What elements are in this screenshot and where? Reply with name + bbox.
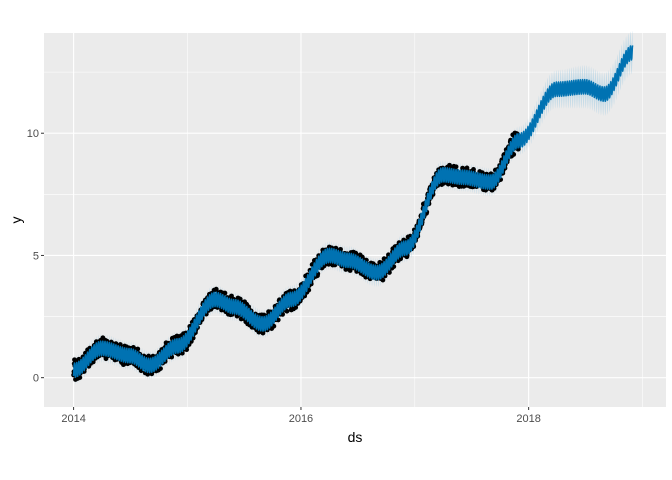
observed-point — [158, 366, 163, 371]
observed-point — [338, 246, 343, 252]
observed-point — [117, 342, 123, 347]
observed-point — [271, 323, 277, 329]
y-tick-label: 10 — [27, 128, 39, 140]
observed-point — [222, 290, 228, 296]
y-axis-title: y — [8, 217, 24, 224]
y-tick-labels: 0 5 10 — [27, 128, 44, 385]
x-tick-labels: 2014 2016 2018 — [61, 407, 541, 425]
x-tick-label: 2014 — [61, 413, 85, 425]
observed-point — [353, 250, 359, 256]
observed-point — [453, 164, 459, 170]
observed-point — [90, 359, 96, 365]
y-tick-label: 5 — [33, 250, 39, 262]
observed-point — [169, 354, 175, 360]
x-tick-label: 2018 — [516, 413, 540, 425]
observed-point — [179, 350, 185, 356]
observed-point — [398, 256, 404, 262]
observed-point — [302, 293, 308, 299]
observed-point — [464, 165, 470, 171]
observed-point — [284, 308, 290, 314]
forecast-line — [72, 45, 634, 379]
observed-point — [380, 277, 386, 283]
observed-point — [77, 375, 83, 380]
observed-point — [315, 271, 321, 277]
x-axis-title: ds — [348, 429, 363, 445]
forecast-line-path — [72, 45, 634, 379]
x-tick-label: 2016 — [289, 413, 313, 425]
observed-point — [135, 346, 141, 352]
y-tick-label: 0 — [33, 373, 39, 385]
